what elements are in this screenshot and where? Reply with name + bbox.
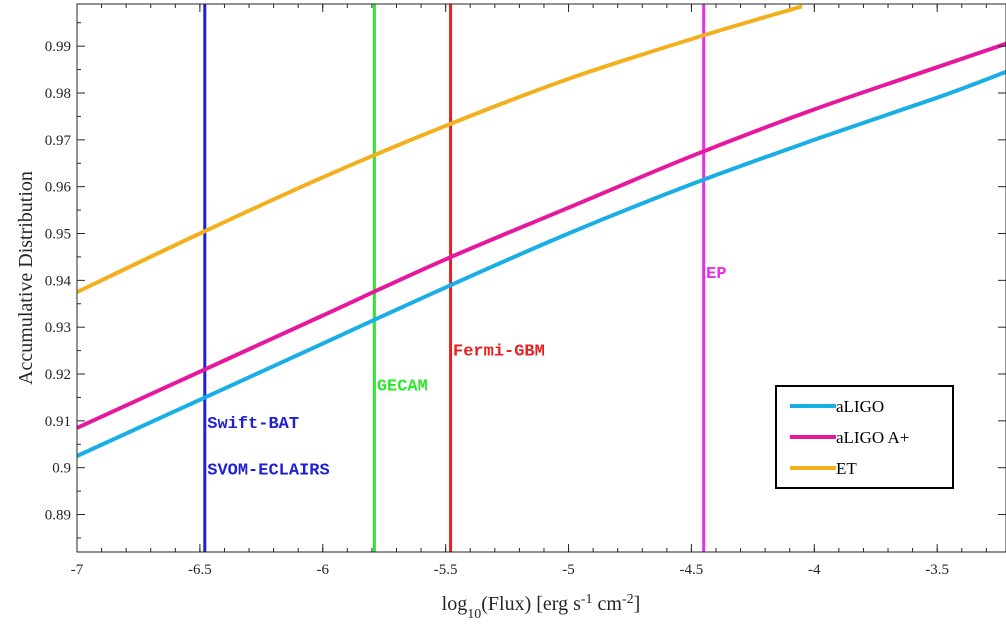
y-tick-label-3: 0.92 xyxy=(45,367,71,383)
y-tick-label-6: 0.95 xyxy=(45,227,71,243)
series-line-aligo-a- xyxy=(76,41,1006,430)
series-line-et xyxy=(76,4,803,294)
y-tick-label-1: 0.9 xyxy=(52,461,71,477)
x-tick-label-0: -7 xyxy=(71,562,84,578)
x-tick-label-1: -6.5 xyxy=(188,562,212,578)
instrument-label-2: GECAM xyxy=(377,377,428,396)
y-tick-label-2: 0.91 xyxy=(45,414,71,430)
instrument-lines xyxy=(203,4,706,552)
legend-label-2: ET xyxy=(836,459,857,478)
instrument-label-4: EP xyxy=(706,265,726,284)
x-axis-label-sup1: -1 xyxy=(581,592,593,607)
y-tick-label-4: 0.93 xyxy=(45,320,71,336)
instrument-label-1: SVOM-ECLAIRS xyxy=(207,462,329,481)
series-lines xyxy=(76,4,1006,458)
x-tick-label-7: -3.5 xyxy=(925,562,949,578)
x-tick-label-4: -5 xyxy=(562,562,575,578)
y-tick-label-8: 0.97 xyxy=(45,133,72,149)
y-tick-label-5: 0.94 xyxy=(45,273,72,289)
y-axis-label: Accumulative Distribution xyxy=(15,171,37,385)
x-axis-label-mid: (Flux) [erg s xyxy=(481,593,581,615)
y-tick-label-9: 0.98 xyxy=(45,86,71,102)
series-line-aligo xyxy=(76,70,1006,458)
x-axis-label-sub: 10 xyxy=(467,607,481,622)
x-tick-label-2: -6 xyxy=(317,562,330,578)
legend-label-1: aLIGO A+ xyxy=(836,428,909,447)
y-tick-label-0: 0.89 xyxy=(45,508,71,524)
x-axis-label-end: ] xyxy=(634,593,641,615)
x-axis-label-mid2: cm xyxy=(593,593,623,615)
x-axis-label-sup2: -2 xyxy=(622,592,634,607)
legend-items: aLIGO aLIGO A+ ET xyxy=(790,397,909,478)
legend-label-0: aLIGO xyxy=(836,397,884,416)
instrument-labels: Swift-BAT SVOM-ECLAIRS GECAM Fermi-GBM EP xyxy=(207,265,726,481)
x-tick-label-3: -5.5 xyxy=(434,562,458,578)
x-axis-label: log10(Flux) [erg s-1 cm-2] xyxy=(442,592,641,622)
x-tick-label-6: -4 xyxy=(808,562,821,578)
instrument-label-3: Fermi-GBM xyxy=(453,342,545,361)
y-tick-label-10: 0.99 xyxy=(45,39,71,55)
plot-frame xyxy=(76,3,1006,553)
instrument-label-0: Swift-BAT xyxy=(207,415,299,434)
x-tick-label-5: -4.5 xyxy=(680,562,704,578)
y-tick-label-7: 0.96 xyxy=(45,180,72,196)
x-axis-label-base: log xyxy=(442,593,468,615)
legend: aLIGO aLIGO A+ ET xyxy=(775,385,954,489)
